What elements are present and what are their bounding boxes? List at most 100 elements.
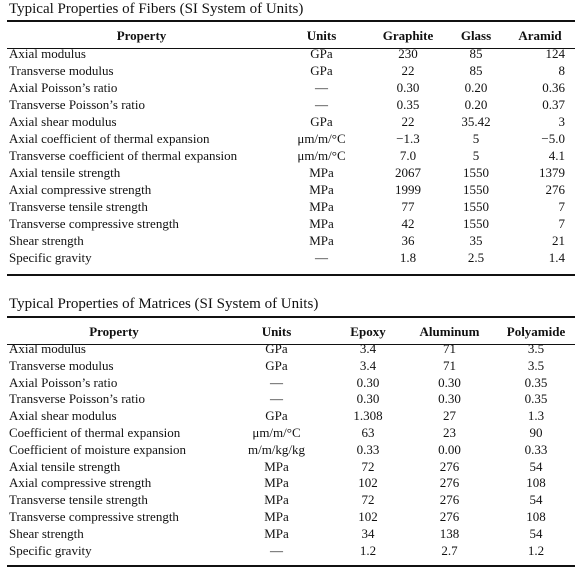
- matrices-header-property: Property: [89, 324, 139, 339]
- value-cell: 1550: [463, 199, 489, 214]
- value-cell: 3.4: [359, 357, 377, 373]
- units-cell: MPa: [309, 199, 334, 214]
- units-cell: —: [315, 97, 328, 112]
- table-row: Axial Poisson’s ratio — 0.30 0.30 0.35: [9, 375, 575, 392]
- fibers-table: Property Units Graphite Glass Aramid Axi…: [9, 26, 575, 266]
- table-row: Transverse Poisson’s ratio — 0.35 0.20 0.37: [9, 96, 575, 113]
- value-cell: 3.5: [527, 357, 545, 373]
- table-row: Shear strength MPa 36 35 21: [9, 232, 575, 249]
- value-cell: 5: [472, 131, 480, 146]
- fibers-header-property: Property: [116, 28, 167, 43]
- property-cell: Coefficient of moisture expansion: [9, 441, 187, 457]
- property-cell: Axial shear modulus: [9, 114, 117, 129]
- value-cell: 35: [469, 233, 483, 248]
- units-cell: MPa: [264, 458, 289, 474]
- value-cell: 27: [443, 408, 456, 424]
- property-cell: Axial shear modulus: [9, 408, 117, 424]
- value-cell: 23: [443, 424, 456, 440]
- value-cell: 35.42: [461, 114, 491, 129]
- property-cell: Shear strength: [9, 525, 84, 541]
- property-cell: Transverse Poisson’s ratio: [9, 97, 146, 112]
- units-cell: GPa: [310, 63, 333, 78]
- value-cell: 54: [529, 458, 543, 474]
- units-cell: MPa: [264, 508, 289, 524]
- value-cell: 0.35: [396, 97, 420, 112]
- value-cell: 0.30: [438, 374, 461, 390]
- value-cell: 124: [545, 46, 566, 61]
- property-cell: Axial tensile strength: [9, 458, 121, 474]
- value-cell: 0.30: [438, 391, 461, 407]
- table-row: Axial tensile strength MPa 72 276 54: [9, 459, 575, 476]
- value-cell: 2.5: [467, 250, 485, 265]
- value-cell: 63: [361, 424, 375, 440]
- property-cell: Axial coefficient of thermal expansion: [9, 131, 210, 146]
- value-cell: 0.30: [396, 80, 420, 95]
- value-cell: 1550: [463, 216, 489, 231]
- value-cell: 2.7: [441, 542, 458, 558]
- fibers-header-row: Property Units Graphite Glass Aramid: [9, 26, 575, 45]
- property-cell: Specific gravity: [9, 542, 92, 558]
- property-cell: Transverse modulus: [9, 357, 114, 373]
- table-row: Axial tensile strength MPa 2067 1550 1379: [9, 164, 575, 181]
- value-cell: 108: [526, 475, 546, 491]
- value-cell: −1.3: [396, 131, 420, 146]
- property-cell: Transverse compressive strength: [9, 508, 179, 524]
- units-cell: μm/m/°C: [297, 148, 346, 163]
- value-cell: 1.8: [399, 250, 417, 265]
- fibers-bottom-rule: [7, 274, 575, 276]
- table-row: Axial compressive strength MPa 102 276 108: [9, 475, 575, 492]
- table-row: Transverse modulus GPa 3.4 71 3.5: [9, 358, 575, 375]
- value-cell: 22: [401, 63, 415, 78]
- table-row: Axial shear modulus GPa 22 35.42 3: [9, 113, 575, 130]
- property-cell: Shear strength: [9, 233, 84, 248]
- value-cell: 2067: [395, 165, 421, 180]
- value-cell: 72: [361, 492, 375, 508]
- units-cell: MPa: [309, 216, 334, 231]
- table-row: Transverse compressive strength MPa 102 276…: [9, 509, 575, 526]
- property-cell: Transverse tensile strength: [9, 492, 148, 508]
- value-cell: 1550: [463, 165, 489, 180]
- table-row: Transverse modulus GPa 22 85 8: [9, 62, 575, 79]
- table-row: Axial Poisson’s ratio — 0.30 0.20 0.36: [9, 79, 575, 96]
- units-cell: GPa: [310, 114, 333, 129]
- value-cell: 276: [439, 475, 460, 491]
- table-row: Transverse coefficient of thermal expans…: [9, 147, 575, 164]
- value-cell: 0.33: [524, 441, 548, 457]
- value-cell: 1.3: [527, 408, 545, 424]
- units-cell: μm/m/°C: [297, 131, 346, 146]
- fibers-body: Axial modulus GPa 230 85 124 Transverse modul…: [9, 45, 575, 266]
- value-cell: 1.2: [527, 542, 545, 558]
- value-cell: 1999: [395, 182, 421, 197]
- property-cell: Axial compressive strength: [9, 475, 152, 491]
- fibers-header-aramid: Aramid: [518, 28, 562, 43]
- value-cell: 72: [361, 458, 375, 474]
- value-cell: 7.0: [399, 148, 417, 163]
- value-cell: 21: [552, 233, 565, 248]
- matrices-header-epoxy: Epoxy: [350, 324, 386, 339]
- property-cell: Axial tensile strength: [9, 165, 121, 180]
- value-cell: 0.20: [464, 80, 488, 95]
- value-cell: 276: [439, 508, 460, 524]
- value-cell: 85: [469, 63, 483, 78]
- table-row: Specific gravity — 1.2 2.7 1.2: [9, 543, 575, 560]
- units-cell: GPa: [310, 46, 333, 61]
- table-row: Axial modulus GPa 230 85 124: [9, 45, 575, 62]
- value-cell: 1379: [539, 165, 565, 180]
- value-cell: 34: [361, 525, 375, 541]
- value-cell: 85: [469, 46, 483, 61]
- value-cell: 90: [529, 424, 543, 440]
- units-cell: —: [270, 374, 283, 390]
- matrices-header-units: Units: [261, 324, 292, 339]
- matrices-header-polyamide: Polyamide: [506, 324, 566, 339]
- table-row: Axial compressive strength MPa 1999 1550 276: [9, 181, 575, 198]
- table-row: Shear strength MPa 34 138 54: [9, 526, 575, 543]
- units-cell: —: [315, 250, 328, 265]
- matrices-table: Property Units Epoxy Aluminum Polyamide …: [9, 322, 575, 559]
- table-row: Transverse tensile strength MPa 77 1550 7: [9, 198, 575, 215]
- value-cell: 1.4: [548, 250, 565, 265]
- property-cell: Transverse tensile strength: [9, 199, 148, 214]
- value-cell: 0.35: [524, 374, 548, 390]
- matrices-header-row: Property Units Epoxy Aluminum Polyamide: [9, 322, 575, 341]
- matrices-header-aluminum: Aluminum: [419, 324, 480, 339]
